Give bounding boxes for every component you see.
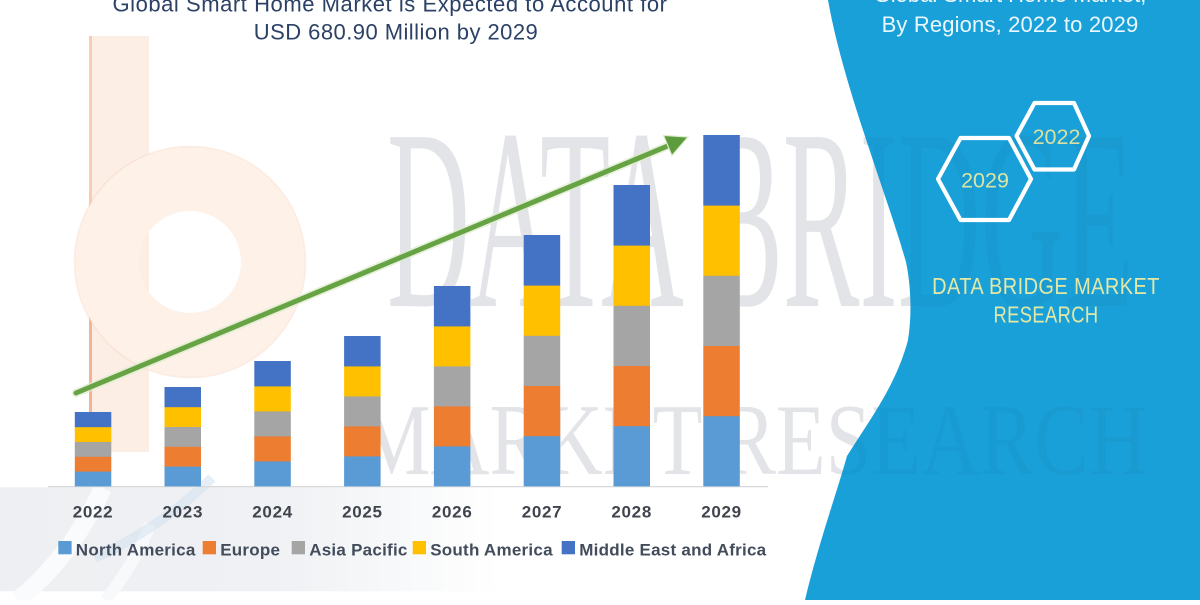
svg-text:South America: South America <box>430 541 553 560</box>
svg-text:Global Smart Home Market,: Global Smart Home Market, <box>874 0 1147 7</box>
svg-text:2029: 2029 <box>961 169 1009 193</box>
svg-text:2022: 2022 <box>73 503 114 522</box>
svg-text:DATA BRIDGE MARKET: DATA BRIDGE MARKET <box>932 272 1160 299</box>
svg-text:Europe: Europe <box>220 541 280 560</box>
svg-text:2026: 2026 <box>432 503 473 522</box>
svg-text:By Regions, 2022 to 2029: By Regions, 2022 to 2029 <box>882 12 1139 37</box>
svg-text:Global Smart Home Market is Ex: Global Smart Home Market is Expected to … <box>112 0 667 17</box>
svg-text:2024: 2024 <box>252 503 293 522</box>
svg-text:2023: 2023 <box>162 503 203 522</box>
svg-text:Middle East and Africa: Middle East and Africa <box>579 541 766 560</box>
svg-text:2022: 2022 <box>1033 125 1081 149</box>
svg-text:Asia Pacific: Asia Pacific <box>309 541 407 560</box>
svg-text:2027: 2027 <box>522 503 563 522</box>
svg-text:2028: 2028 <box>611 503 652 522</box>
svg-text:2025: 2025 <box>342 503 383 522</box>
svg-text:RESEARCH: RESEARCH <box>994 302 1099 328</box>
svg-text:North America: North America <box>76 541 196 560</box>
svg-text:USD 680.90 Million by 2029: USD 680.90 Million by 2029 <box>254 19 538 44</box>
svg-text:2029: 2029 <box>701 503 742 522</box>
